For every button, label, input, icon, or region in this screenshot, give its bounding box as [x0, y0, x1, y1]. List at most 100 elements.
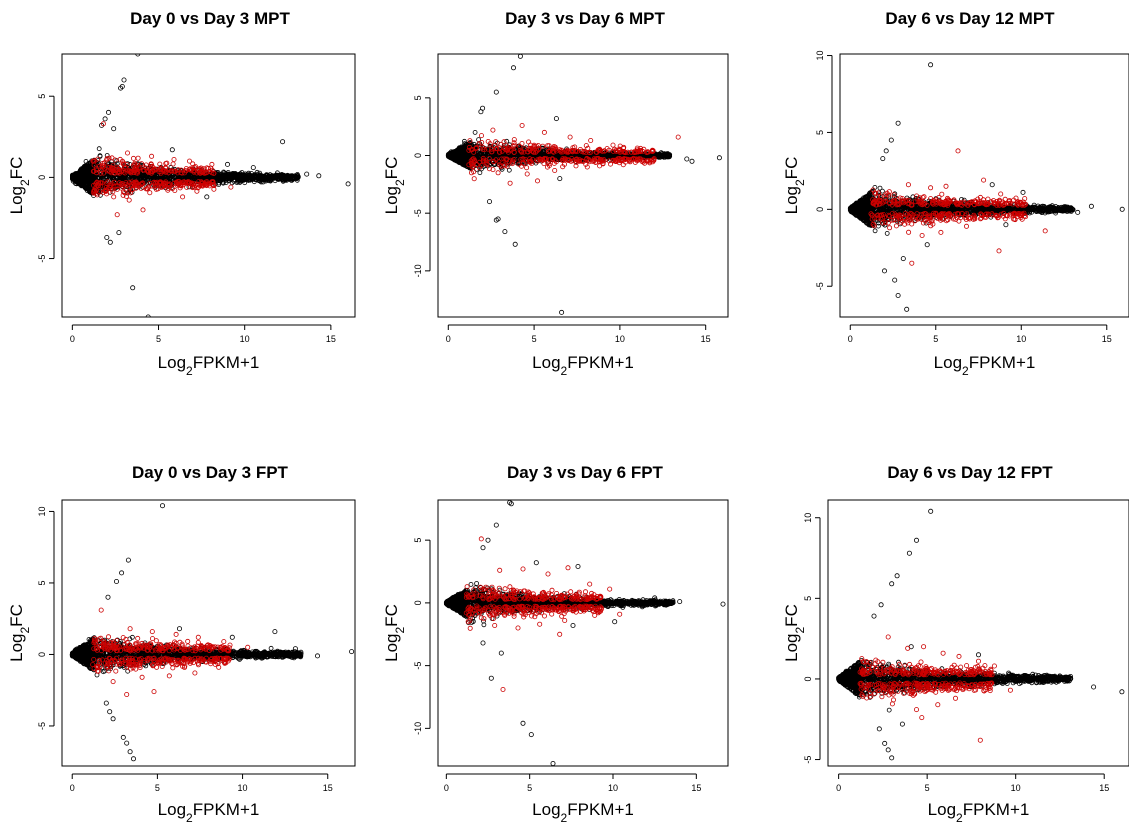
y-axis-label-part: FC	[382, 157, 401, 180]
data-point-significant	[189, 185, 195, 191]
data-point-significant	[93, 170, 99, 176]
data-point	[488, 156, 494, 162]
data-point-significant	[518, 148, 524, 154]
outlier-point	[119, 84, 125, 90]
x-tick-label: 10	[240, 334, 250, 344]
data-point-significant	[547, 148, 553, 154]
data-point	[454, 150, 460, 156]
outlier-point	[145, 314, 151, 317]
x-axis-label: Log2FPKM+1	[532, 353, 634, 378]
outlier-point	[106, 109, 112, 115]
data-point-significant	[608, 161, 614, 167]
significant-outlier-point	[620, 162, 626, 168]
data-point-significant	[628, 156, 634, 162]
y-tick-label: -5	[37, 255, 47, 263]
data-point-significant	[536, 146, 542, 152]
outlier-point	[130, 285, 136, 291]
data-point-significant	[120, 192, 126, 198]
data-point-significant	[645, 149, 651, 155]
data-point-significant	[194, 188, 200, 194]
data-point-significant	[131, 181, 137, 187]
data-point-significant	[471, 169, 477, 175]
data-point-significant	[211, 170, 217, 176]
data-point-significant	[501, 139, 507, 145]
x-axis-label-part: Log	[158, 353, 186, 372]
data-point	[492, 162, 498, 167]
x-axis-label-part: Log	[532, 353, 560, 372]
data-point-significant	[131, 170, 137, 176]
data-point	[667, 154, 672, 160]
significant-outlier-point	[524, 171, 530, 177]
data-point-significant	[152, 183, 158, 189]
significant-outlier-point	[209, 161, 215, 167]
outlier-point	[517, 54, 523, 59]
data-point-significant	[512, 142, 518, 148]
data-point	[113, 175, 119, 181]
data-point-significant	[496, 159, 502, 165]
points-layer	[847, 62, 1125, 312]
x-axis-label-subscript: 2	[186, 364, 193, 378]
outlier-point	[102, 116, 108, 122]
data-point-significant	[169, 168, 175, 174]
outlier-point	[135, 54, 141, 57]
data-point	[475, 157, 481, 163]
data-point-significant	[498, 163, 504, 169]
data-point-significant	[157, 161, 163, 167]
data-point	[234, 180, 240, 185]
data-point-significant	[197, 170, 203, 176]
outlier-point	[478, 109, 484, 115]
data-point	[80, 166, 86, 172]
significant-outlier-point	[180, 194, 186, 200]
data-point-significant	[200, 182, 206, 188]
x-tick-label: 15	[701, 334, 711, 344]
data-point-significant	[155, 186, 161, 192]
plot-frame	[61, 53, 356, 318]
data-point	[237, 174, 243, 180]
data-point	[200, 175, 206, 181]
outlier-point	[224, 161, 230, 167]
y-axis-label-subscript: 2	[393, 179, 407, 186]
panel-title: Day 6 vs Day 12 MPT	[885, 9, 1055, 28]
data-point	[506, 167, 512, 173]
data-point-significant	[121, 189, 127, 195]
data-point-significant	[651, 157, 657, 163]
data-point	[458, 156, 464, 162]
data-point	[250, 173, 256, 179]
significant-outlier-point	[100, 121, 106, 127]
data-point-significant	[145, 169, 151, 175]
data-point-significant	[621, 149, 627, 155]
y-axis-label: Log2FC	[382, 157, 407, 215]
data-point	[81, 175, 87, 181]
outlier-point	[121, 77, 127, 83]
panel-title: Day 3 vs Day 6 MPT	[505, 9, 665, 28]
data-point-significant	[176, 182, 182, 188]
data-point-significant	[553, 148, 559, 154]
data-point	[608, 154, 614, 160]
data-point	[653, 151, 658, 157]
data-point-significant	[191, 183, 197, 189]
data-point-significant	[570, 147, 576, 153]
outlier-point	[280, 139, 286, 145]
x-tick-label: 0	[70, 334, 75, 344]
data-point-significant	[511, 140, 517, 146]
data-point-significant	[518, 156, 524, 162]
outlier-point	[684, 156, 690, 162]
data-point	[242, 180, 248, 186]
data-point	[97, 153, 103, 159]
data-point	[186, 173, 191, 179]
data-point-significant	[535, 158, 541, 164]
outlier-point	[557, 176, 563, 182]
y-tick-label: -5	[413, 209, 423, 217]
data-point	[87, 179, 93, 185]
data-point-significant	[628, 149, 634, 155]
outlier-point	[116, 230, 122, 236]
outlier-point	[493, 217, 499, 223]
data-point	[659, 151, 665, 157]
data-point-significant	[133, 185, 139, 191]
data-point-significant	[551, 149, 557, 155]
data-point	[84, 178, 90, 184]
data-point-significant	[573, 148, 579, 154]
data-point-significant	[196, 179, 202, 185]
data-point-significant	[484, 161, 490, 167]
